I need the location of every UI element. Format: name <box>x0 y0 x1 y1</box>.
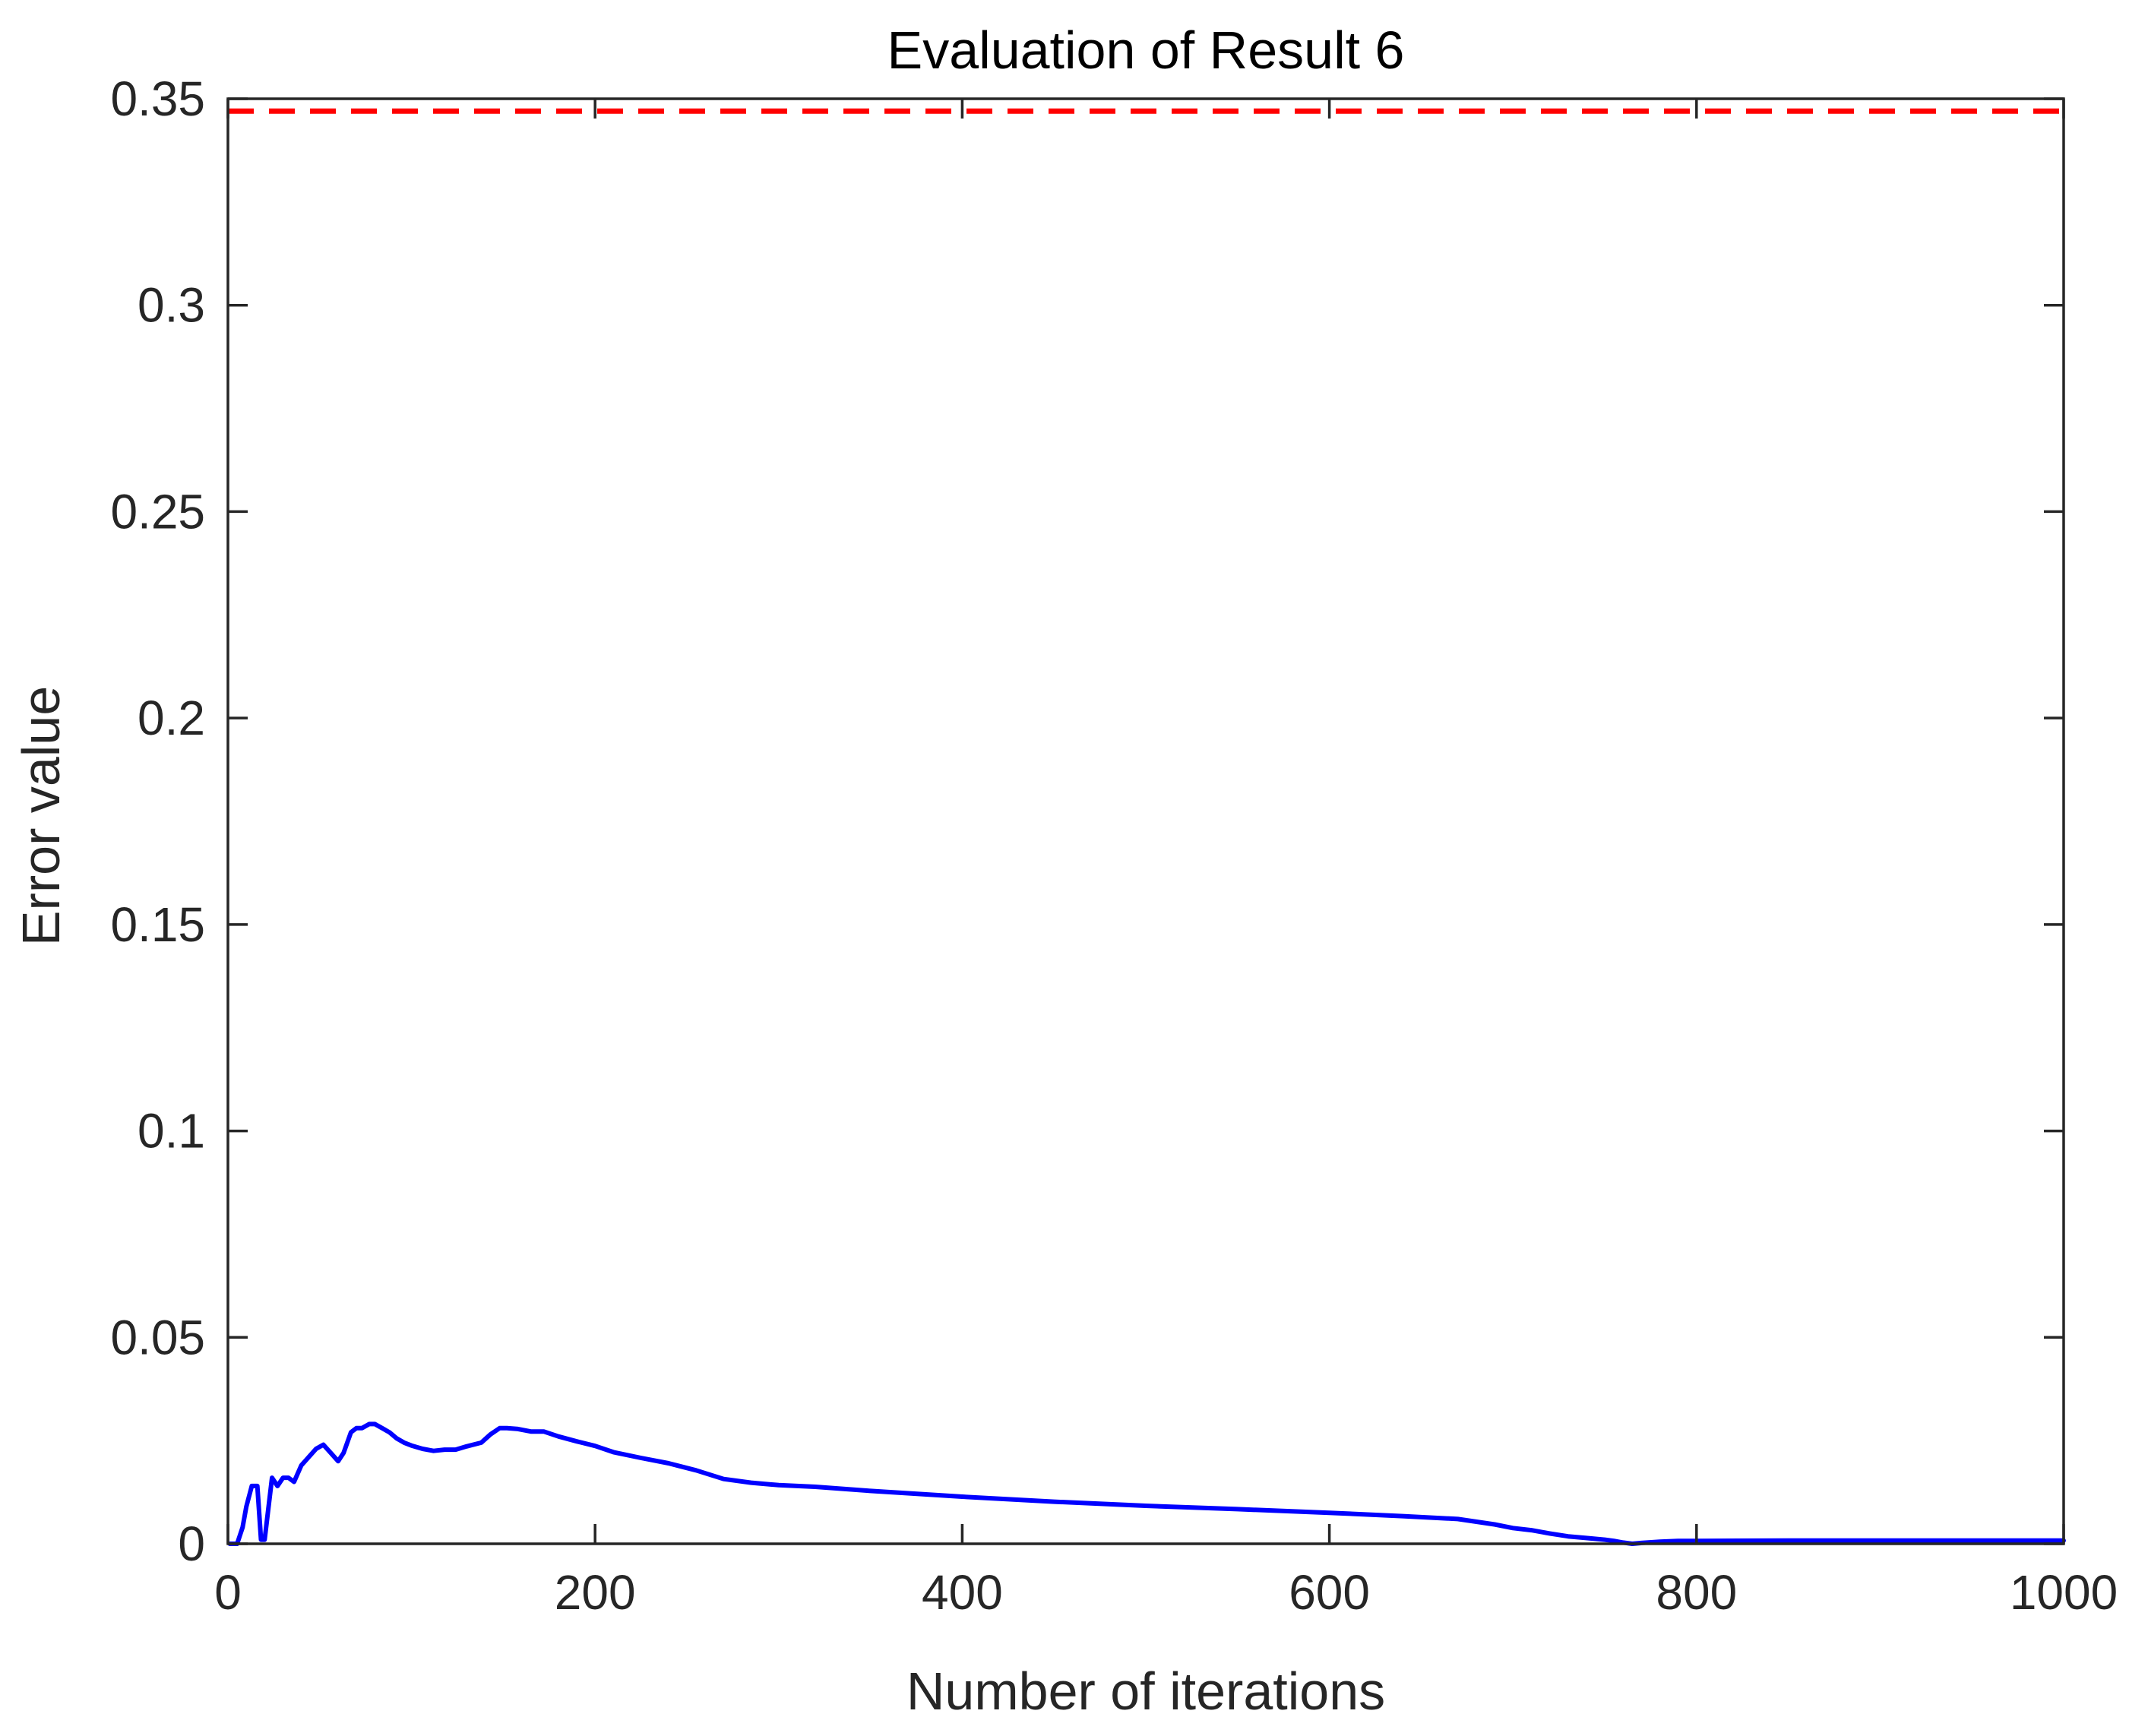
chart-title: Evaluation of Result 6 <box>887 21 1405 80</box>
y-tick-label-0.1: 0.1 <box>138 1104 205 1159</box>
y-tick-label-0.25: 0.25 <box>110 484 205 539</box>
x-tick-label-800: 800 <box>1656 1565 1737 1620</box>
x-tick-label-200: 200 <box>555 1565 636 1620</box>
x-tick-label-400: 400 <box>922 1565 1003 1620</box>
y-tick-label-0.3: 0.3 <box>138 278 205 333</box>
y-axis-title: Error value <box>11 686 71 946</box>
axes-box <box>226 97 2065 1545</box>
y-tick-label-0.35: 0.35 <box>110 71 205 126</box>
x-axis-title: Number of iterations <box>906 1662 1385 1721</box>
y-tick-label-0.2: 0.2 <box>138 691 205 745</box>
y-tick-label-0.15: 0.15 <box>110 897 205 952</box>
y-tick-label-0.05: 0.05 <box>110 1310 205 1364</box>
plot-area: 0 200 400 600 800 1000 0 0.05 0.1 0.15 0.2 0.25 0.3 0… <box>110 71 2118 1620</box>
x-tick-label-600: 600 <box>1289 1565 1370 1620</box>
series-line-1 <box>227 1421 2066 1546</box>
x-tick-label-0: 0 <box>214 1565 242 1620</box>
y-tick-label-0: 0 <box>178 1516 205 1571</box>
x-tick-label-1000: 1000 <box>2010 1565 2118 1620</box>
